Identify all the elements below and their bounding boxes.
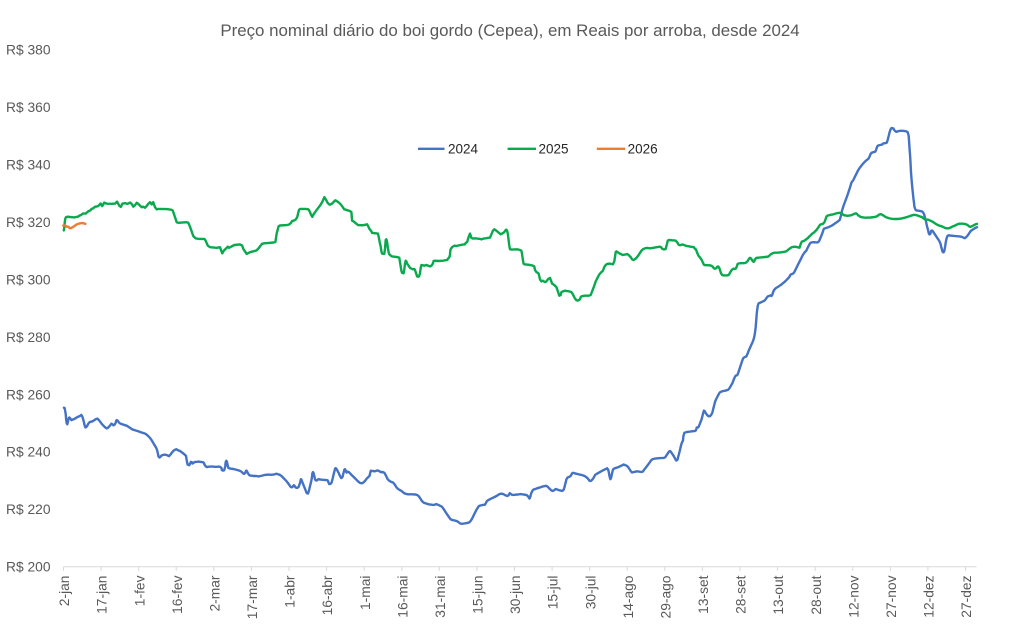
svg-text:1-abr: 1-abr — [283, 575, 298, 608]
svg-text:17-jan: 17-jan — [95, 576, 110, 614]
svg-text:15-jul: 15-jul — [546, 576, 561, 610]
svg-text:R$ 280: R$ 280 — [6, 330, 51, 345]
svg-text:30-jun: 30-jun — [508, 576, 523, 614]
svg-text:R$ 200: R$ 200 — [6, 560, 51, 575]
svg-text:R$ 320: R$ 320 — [6, 215, 51, 230]
svg-text:12-nov: 12-nov — [846, 575, 861, 617]
svg-text:15-jun: 15-jun — [471, 576, 486, 614]
svg-text:28-set: 28-set — [734, 575, 749, 614]
svg-text:12-dez: 12-dez — [922, 575, 937, 617]
svg-text:R$ 260: R$ 260 — [6, 387, 51, 402]
svg-text:31-mai: 31-mai — [433, 576, 448, 618]
svg-text:30-jul: 30-jul — [583, 576, 598, 610]
svg-text:13-out: 13-out — [771, 575, 786, 614]
svg-text:2025: 2025 — [539, 142, 569, 157]
svg-text:16-fev: 16-fev — [170, 575, 185, 613]
svg-text:Preço nominal diário do boi go: Preço nominal diário do boi gordo (Cepea… — [220, 21, 799, 40]
svg-text:1-mai: 1-mai — [358, 576, 373, 611]
svg-text:R$ 220: R$ 220 — [6, 502, 51, 517]
svg-text:2024: 2024 — [448, 142, 479, 157]
svg-text:29-ago: 29-ago — [658, 575, 673, 618]
svg-text:R$ 360: R$ 360 — [6, 100, 51, 115]
svg-text:13-set: 13-set — [696, 575, 711, 614]
svg-text:R$ 300: R$ 300 — [6, 272, 51, 287]
svg-text:1-fev: 1-fev — [132, 575, 147, 606]
svg-text:28-out: 28-out — [809, 575, 824, 614]
svg-text:16-mai: 16-mai — [395, 576, 410, 618]
svg-text:2-jan: 2-jan — [57, 576, 72, 607]
svg-text:R$ 240: R$ 240 — [6, 445, 51, 460]
svg-text:14-ago: 14-ago — [621, 575, 636, 618]
svg-text:17-mar: 17-mar — [245, 575, 260, 619]
svg-text:27-dez: 27-dez — [959, 575, 974, 617]
svg-text:16-abr: 16-abr — [320, 575, 335, 615]
svg-text:27-nov: 27-nov — [884, 575, 899, 617]
svg-text:2026: 2026 — [628, 142, 658, 157]
svg-text:R$ 380: R$ 380 — [6, 42, 51, 57]
svg-text:R$ 340: R$ 340 — [6, 157, 51, 172]
svg-text:2-mar: 2-mar — [207, 575, 222, 611]
